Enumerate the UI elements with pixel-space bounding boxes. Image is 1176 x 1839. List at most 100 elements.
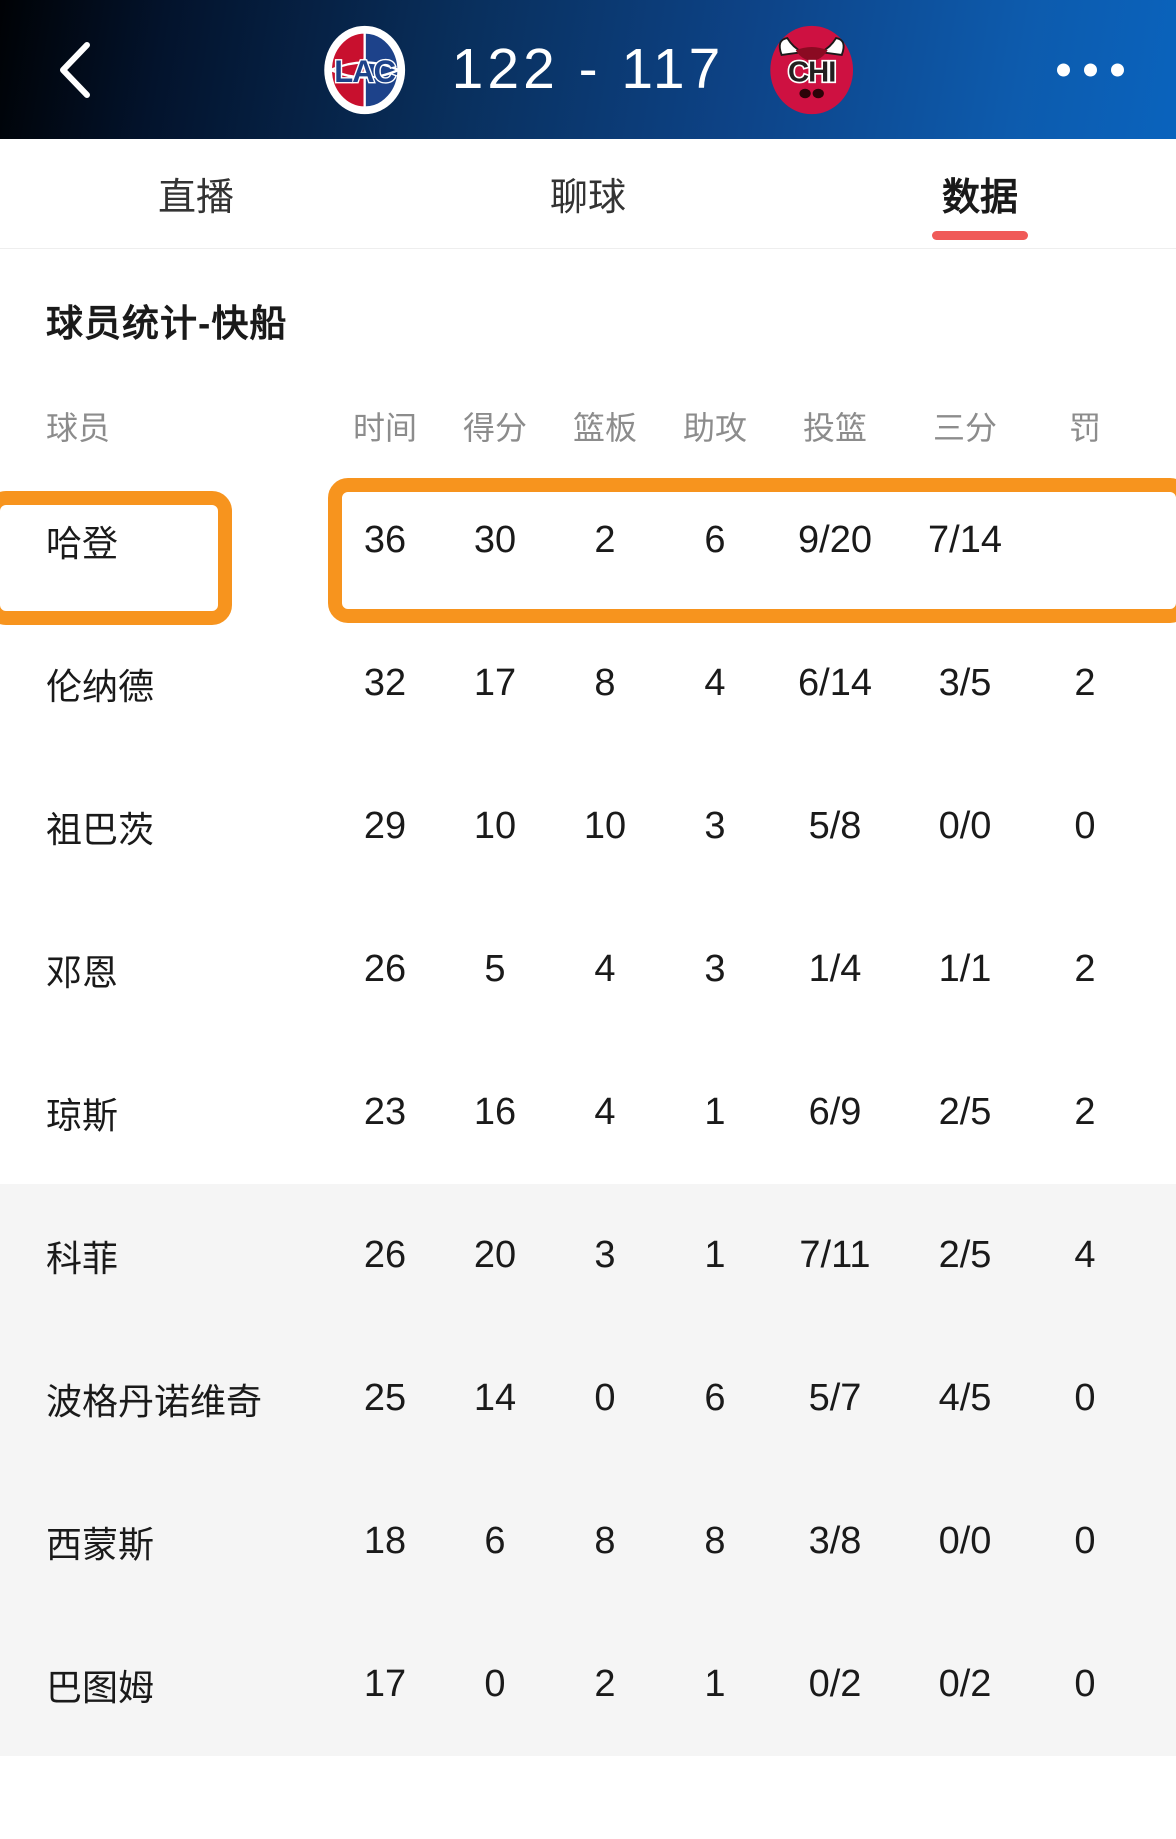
- cell-points: 14: [473, 1377, 517, 1419]
- cell-fieldgoals: 7/11: [799, 1234, 871, 1276]
- cell-points: 16: [473, 1091, 517, 1133]
- more-options-button[interactable]: [1051, 45, 1130, 94]
- cell-rebounds: 8: [594, 662, 616, 704]
- cell-points: 20: [473, 1234, 517, 1276]
- cell-player-name: 哈登: [46, 522, 119, 564]
- away-team-logo-chi: CHI: [764, 23, 858, 117]
- tab-live-label: 直播: [157, 177, 234, 219]
- cell-freethrow: 2: [1074, 1091, 1096, 1133]
- cell-minutes: 36: [363, 519, 407, 561]
- cell-points: 10: [473, 805, 517, 847]
- tab-bar: 直播 聊球 数据: [0, 139, 1176, 249]
- column-header-rebounds: 篮板: [572, 410, 637, 446]
- cell-rebounds: 4: [594, 1091, 616, 1133]
- column-header-minutes: 时间: [352, 410, 417, 446]
- cell-assists: 1: [704, 1663, 726, 1705]
- cell-player-name: 琼斯: [46, 1094, 119, 1136]
- cell-rebounds: 4: [594, 948, 616, 990]
- cell-fieldgoals: 3/8: [808, 1520, 862, 1562]
- cell-minutes: 18: [363, 1520, 407, 1562]
- section-title: 球员统计-快船: [46, 303, 288, 344]
- tab-stats-label: 数据: [941, 177, 1018, 219]
- cell-minutes: 25: [363, 1377, 407, 1419]
- cell-freethrow: 0: [1074, 1663, 1096, 1705]
- tab-live[interactable]: 直播: [0, 139, 392, 248]
- column-header-freethrow: 罚: [1068, 410, 1101, 446]
- cell-rebounds: 2: [594, 519, 616, 561]
- app-header: LAC 122 - 117 CHI: [0, 0, 1176, 139]
- cell-player-name: 波格丹诺维奇: [46, 1380, 263, 1422]
- cell-threepoint: 2/5: [938, 1234, 992, 1276]
- tab-chat[interactable]: 聊球: [392, 139, 784, 248]
- cell-fieldgoals: 6/9: [808, 1091, 862, 1133]
- table-row[interactable]: 邓恩 26 5 4 3 1/4 1/1 2: [0, 898, 1176, 1041]
- cell-minutes: 17: [363, 1663, 407, 1705]
- table-row[interactable]: 科菲 26 20 3 1 7/11 2/5 4: [0, 1184, 1176, 1327]
- table-row[interactable]: 巴图姆 17 0 2 1 0/2 0/2 0: [0, 1613, 1176, 1756]
- table-row[interactable]: 波格丹诺维奇 25 14 0 6 5/7 4/5 0: [0, 1327, 1176, 1470]
- cell-fieldgoals: 1/4: [808, 948, 862, 990]
- cell-threepoint: 3/5: [938, 662, 992, 704]
- cell-player-name: 祖巴茨: [46, 808, 155, 850]
- tab-stats[interactable]: 数据: [784, 139, 1176, 248]
- table-row[interactable]: 西蒙斯 18 6 8 8 3/8 0/0 0: [0, 1470, 1176, 1613]
- cell-points: 6: [484, 1520, 506, 1562]
- cell-rebounds: 8: [594, 1520, 616, 1562]
- cell-freethrow: 2: [1074, 662, 1096, 704]
- column-header-points: 得分: [462, 410, 527, 446]
- table-header-row: 球员 时间 得分 篮板 助攻 投篮 三分 罚: [0, 383, 1176, 469]
- cell-assists: 6: [704, 1377, 726, 1419]
- cell-rebounds: 10: [583, 805, 627, 847]
- cell-minutes: 23: [363, 1091, 407, 1133]
- table-row[interactable]: 琼斯 23 16 4 1 6/9 2/5 2: [0, 1041, 1176, 1184]
- back-button[interactable]: [46, 39, 104, 101]
- svg-text:LAC: LAC: [334, 54, 395, 89]
- cell-player-name: 西蒙斯: [46, 1523, 155, 1565]
- more-horizontal-icon: [1057, 63, 1070, 76]
- cell-assists: 1: [704, 1091, 726, 1133]
- scoreboard: LAC 122 - 117 CHI: [318, 23, 859, 117]
- home-team-logo-lac: LAC: [318, 23, 412, 117]
- cell-threepoint: 7/14: [928, 519, 1002, 561]
- cell-rebounds: 0: [594, 1377, 616, 1419]
- cell-freethrow: 0: [1074, 1520, 1096, 1562]
- cell-points: 0: [484, 1663, 506, 1705]
- cell-points: 17: [473, 662, 517, 704]
- cell-freethrow: 2: [1074, 948, 1096, 990]
- cell-player-name: 邓恩: [46, 951, 119, 993]
- svg-text:CHI: CHI: [788, 56, 835, 88]
- cell-assists: 1: [704, 1234, 726, 1276]
- player-stats-table: 球员 时间 得分 篮板 助攻 投篮 三分 罚 哈登 36 30 2 6 9/20…: [0, 383, 1176, 1756]
- cell-minutes: 26: [363, 948, 407, 990]
- cell-fieldgoals: 5/8: [808, 805, 862, 847]
- table-row[interactable]: 祖巴茨 29 10 10 3 5/8 0/0 0: [0, 755, 1176, 898]
- table-row[interactable]: 哈登 36 30 2 6 9/20 7/14: [0, 469, 1176, 612]
- cell-assists: 8: [704, 1520, 726, 1562]
- cell-fieldgoals: 9/20: [798, 519, 872, 561]
- more-horizontal-icon-dot2: [1084, 63, 1097, 76]
- cell-assists: 6: [704, 519, 726, 561]
- cell-threepoint: 1/1: [938, 948, 992, 990]
- cell-freethrow: 0: [1074, 1377, 1096, 1419]
- cell-points: 30: [473, 519, 517, 561]
- cell-threepoint: 0/0: [938, 805, 992, 847]
- cell-assists: 3: [704, 948, 726, 990]
- cell-player-name: 伦纳德: [46, 665, 155, 707]
- cell-minutes: 29: [363, 805, 407, 847]
- cell-fieldgoals: 0/2: [808, 1663, 862, 1705]
- cell-freethrow: 4: [1074, 1234, 1096, 1276]
- cell-threepoint: 4/5: [938, 1377, 992, 1419]
- cell-points: 5: [484, 948, 506, 990]
- cell-assists: 4: [704, 662, 726, 704]
- chevron-left-icon: [55, 39, 95, 101]
- column-header-threepoint: 三分: [932, 410, 997, 446]
- more-horizontal-icon-dot3: [1111, 63, 1124, 76]
- cell-threepoint: 0/2: [938, 1663, 992, 1705]
- score-display: 122 - 117: [451, 37, 725, 101]
- cell-player-name: 巴图姆: [46, 1666, 155, 1708]
- cell-minutes: 32: [363, 662, 407, 704]
- column-header-player: 球员: [46, 410, 111, 446]
- cell-threepoint: 2/5: [938, 1091, 992, 1133]
- table-row[interactable]: 伦纳德 32 17 8 4 6/14 3/5 2: [0, 612, 1176, 755]
- cell-player-name: 科菲: [46, 1237, 119, 1279]
